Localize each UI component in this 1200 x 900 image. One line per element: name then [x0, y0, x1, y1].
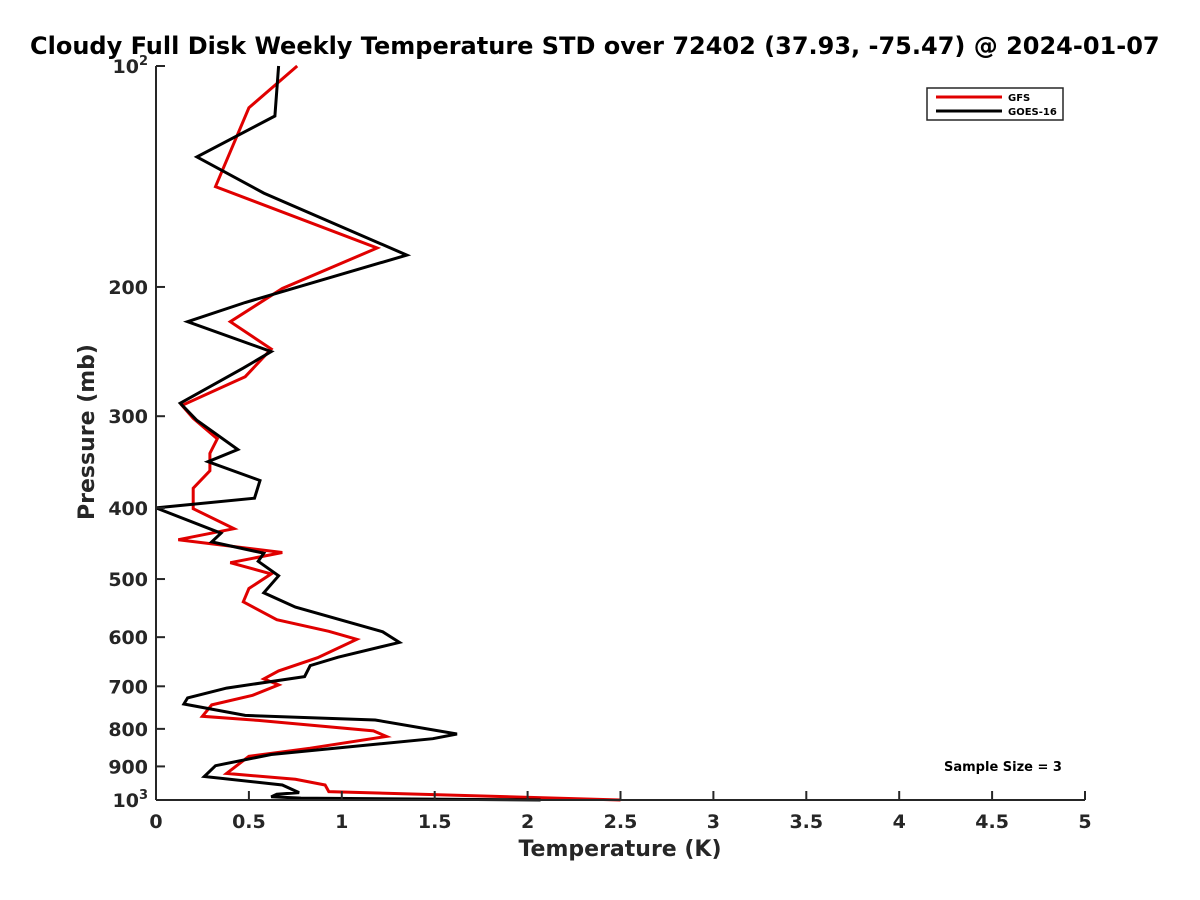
y-tick-label: 103 — [113, 788, 149, 812]
x-tick-label: 2.5 — [604, 811, 638, 833]
x-tick-label: 3.5 — [789, 811, 823, 833]
x-axis-label: Temperature (K) — [518, 837, 721, 862]
y-tick-label: 800 — [108, 719, 148, 741]
y-axis-label: Pressure (mb) — [75, 344, 100, 520]
x-tick-label: 0.5 — [232, 811, 266, 833]
x-tick-label: 0 — [149, 811, 162, 833]
y-tick-label: 400 — [108, 498, 148, 520]
x-tick-label: 4.5 — [975, 811, 1009, 833]
legend-entry-label: GFS — [1008, 93, 1030, 104]
series-line-gfs — [178, 64, 621, 802]
y-tick-label: 700 — [108, 676, 148, 698]
x-tick-label: 4 — [893, 811, 906, 833]
y-tick-label: 500 — [108, 569, 148, 591]
x-tick-label: 3 — [707, 811, 720, 833]
y-tick-label: 600 — [108, 627, 148, 649]
legend-entry-label: GOES-16 — [1008, 107, 1057, 118]
series-line-goes-16 — [155, 65, 541, 802]
x-tick-label: 1.5 — [418, 811, 452, 833]
y-tick-label: 300 — [108, 406, 148, 428]
sample-size-annotation: Sample Size = 3 — [944, 760, 1062, 775]
axes-layer: 0 0.5 1 1.5 2 2.5 3 3.5 4 4.5 5 102 200 300 400 500 600 7… — [108, 54, 1091, 833]
chart-title: Cloudy Full Disk Weekly Temperature STD … — [30, 32, 1160, 60]
legend-box — [926, 87, 1064, 121]
x-tick-label: 1 — [335, 811, 348, 833]
y-tick-label: 200 — [108, 277, 148, 299]
x-tick-label: 2 — [521, 811, 534, 833]
y-tick-label: 900 — [108, 756, 148, 778]
legend: GFS GOES-16 — [926, 87, 1064, 121]
series-layer — [155, 64, 621, 802]
x-tick-label: 5 — [1078, 811, 1091, 833]
y-tick-label: 102 — [113, 54, 149, 78]
